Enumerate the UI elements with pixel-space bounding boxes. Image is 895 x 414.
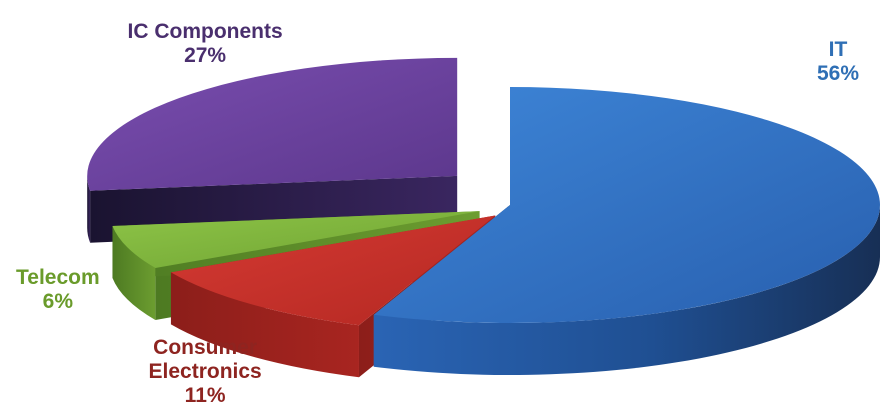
pie-slice-top [87, 57, 458, 191]
slice-label-value: 56% [817, 62, 860, 85]
slice-label-name: Consumer [153, 336, 258, 359]
pie-slice-side [170, 272, 359, 378]
slice-label-ic-components: IC Components 27% [128, 20, 283, 68]
pie-slice-top [112, 211, 480, 269]
pie-slice-side [373, 205, 880, 375]
slice-label-value: 6% [42, 290, 73, 313]
pie-slice-top [170, 215, 496, 326]
slice-label-name: IT [828, 38, 848, 61]
pie-slice-side [112, 225, 156, 321]
slice-label-value: 11% [184, 384, 226, 407]
slice-label-value: 27% [184, 44, 227, 67]
slice-label-consumer-electronics: Consumer Electronics 11% [149, 336, 262, 408]
pie-slice-side [87, 175, 91, 243]
slice-label-telecom: Telecom 6% [16, 266, 100, 314]
pie-slice-top [373, 87, 880, 323]
slice-label-name: IC Components [127, 20, 283, 43]
slice-label-name: Electronics [148, 360, 262, 383]
slice-label-name: Telecom [16, 266, 100, 289]
pie-slice-it [373, 87, 880, 375]
slice-label-it: IT 56% [817, 38, 859, 86]
